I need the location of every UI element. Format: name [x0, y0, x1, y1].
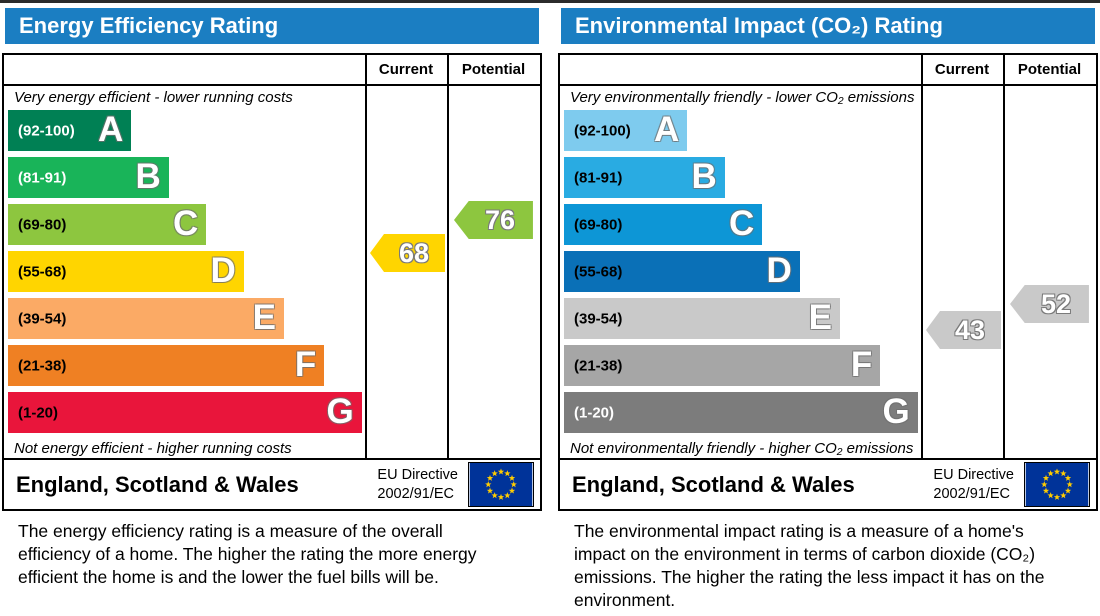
band-d: (55-68) D: [8, 251, 244, 292]
region-label: England, Scotland & Wales: [572, 471, 855, 497]
band-g: (1-20) G: [8, 392, 362, 433]
band-a: (92-100) A: [8, 109, 132, 151]
band-c: (69-80) C: [564, 203, 763, 245]
table-header: Current Potential: [560, 55, 1096, 86]
band-letter: B: [135, 156, 161, 196]
column-divider: [365, 55, 367, 458]
bottom-caption: Not environmentally friendly - higher CO…: [570, 440, 914, 457]
environmental-description: The environmental impact rating is a mea…: [574, 521, 1045, 610]
column-divider: [447, 55, 449, 458]
band-letter: E: [808, 297, 833, 337]
environmental-band-chart: Very environmentally friendly - lower CO…: [560, 89, 1096, 459]
band-range: (21-38): [574, 357, 623, 374]
band-letter: F: [294, 344, 317, 384]
left-arrow-shape: [926, 311, 1001, 349]
band-letter: C: [729, 203, 755, 243]
column-divider: [921, 55, 923, 458]
potential-rating-value: 52: [1040, 289, 1072, 319]
current-rating-arrow: 68: [370, 233, 446, 273]
region-footer: England, Scotland & Wales EU Directive 2…: [558, 458, 1098, 511]
band-letter: C: [173, 203, 199, 243]
band-letter: A: [97, 109, 124, 149]
region-label: England, Scotland & Wales: [16, 471, 299, 497]
left-arrow-shape: [1010, 285, 1089, 323]
band-b: (81-91) B: [8, 157, 169, 198]
panel-title: Energy Efficiency Rating: [5, 8, 539, 44]
potential-rating-arrow: 76: [454, 200, 534, 240]
table-header: Current Potential: [4, 55, 540, 86]
band-range: (69-80): [574, 216, 623, 233]
band-range: (55-68): [18, 263, 67, 280]
band-range: (1-20): [18, 404, 59, 421]
band-f: (21-38) F: [8, 344, 325, 386]
bottom-caption: Not energy efficient - higher running co…: [14, 440, 292, 457]
band-letter: D: [210, 250, 236, 290]
current-rating-value: 68: [398, 238, 430, 268]
panel-title: Environmental Impact (CO₂) Rating: [561, 8, 1095, 44]
environmental-impact-panel: Environmental Impact (CO₂) Rating Curren…: [558, 8, 1098, 612]
band-e: (39-54) E: [564, 297, 841, 339]
band-range: (39-54): [574, 310, 623, 327]
band-range: (1-20): [574, 404, 615, 421]
eu-directive-label: EU Directive 2002/91/EC: [377, 467, 458, 502]
region-footer: England, Scotland & Wales EU Directive 2…: [2, 458, 542, 511]
top-caption: Very environmentally friendly - lower CO…: [570, 89, 915, 106]
band-range: (55-68): [574, 263, 623, 280]
band-a: (92-100) A: [564, 109, 688, 151]
potential-column-header: Potential: [461, 61, 526, 78]
band-f: (21-38) F: [564, 344, 881, 386]
band-letter: G: [882, 391, 910, 431]
epc-charts: Energy Efficiency Rating Current Potenti…: [0, 3, 1100, 612]
energy-rating-table: Current Potential Very energy efficient …: [2, 53, 542, 460]
band-letter: D: [766, 250, 792, 290]
top-caption: Very energy efficient - lower running co…: [14, 89, 293, 106]
band-range: (21-38): [18, 357, 67, 374]
band-letter: A: [653, 109, 680, 149]
band-d: (55-68) D: [564, 251, 800, 292]
left-arrow-shape: [454, 201, 533, 239]
potential-rating-arrow: 52: [1010, 284, 1090, 324]
current-rating-arrow: 43: [926, 310, 1002, 350]
potential-rating-value: 76: [484, 205, 516, 235]
current-column-header: Current: [378, 61, 434, 78]
column-divider: [1003, 55, 1005, 458]
band-range: (92-100): [574, 122, 631, 139]
eu-directive-label: EU Directive 2002/91/EC: [933, 467, 1014, 502]
band-range: (81-91): [18, 169, 67, 186]
band-b: (81-91) B: [564, 157, 725, 198]
energy-efficiency-panel: Energy Efficiency Rating Current Potenti…: [2, 8, 542, 612]
current-column-header: Current: [934, 61, 990, 78]
eu-flag-icon: [468, 462, 534, 507]
energy-band-chart: Very energy efficient - lower running co…: [4, 89, 540, 459]
band-c: (69-80) C: [8, 203, 207, 245]
band-g: (1-20) G: [564, 392, 918, 433]
band-range: (39-54): [18, 310, 67, 327]
band-letter: F: [850, 344, 873, 384]
band-range: (81-91): [574, 169, 623, 186]
band-letter: E: [252, 297, 277, 337]
band-letter: B: [691, 156, 717, 196]
eu-flag-icon: [1024, 462, 1090, 507]
left-arrow-shape: [370, 234, 445, 272]
band-range: (92-100): [18, 122, 75, 139]
band-e: (39-54) E: [8, 297, 285, 339]
band-letter: G: [326, 391, 354, 431]
environmental-rating-table: Current Potential Very environmentally f…: [558, 53, 1098, 460]
page-top-edge: [0, 0, 1100, 3]
potential-column-header: Potential: [1017, 61, 1082, 78]
energy-description: The energy efficiency rating is a measur…: [18, 521, 477, 587]
current-rating-value: 43: [954, 315, 986, 345]
band-range: (69-80): [18, 216, 67, 233]
